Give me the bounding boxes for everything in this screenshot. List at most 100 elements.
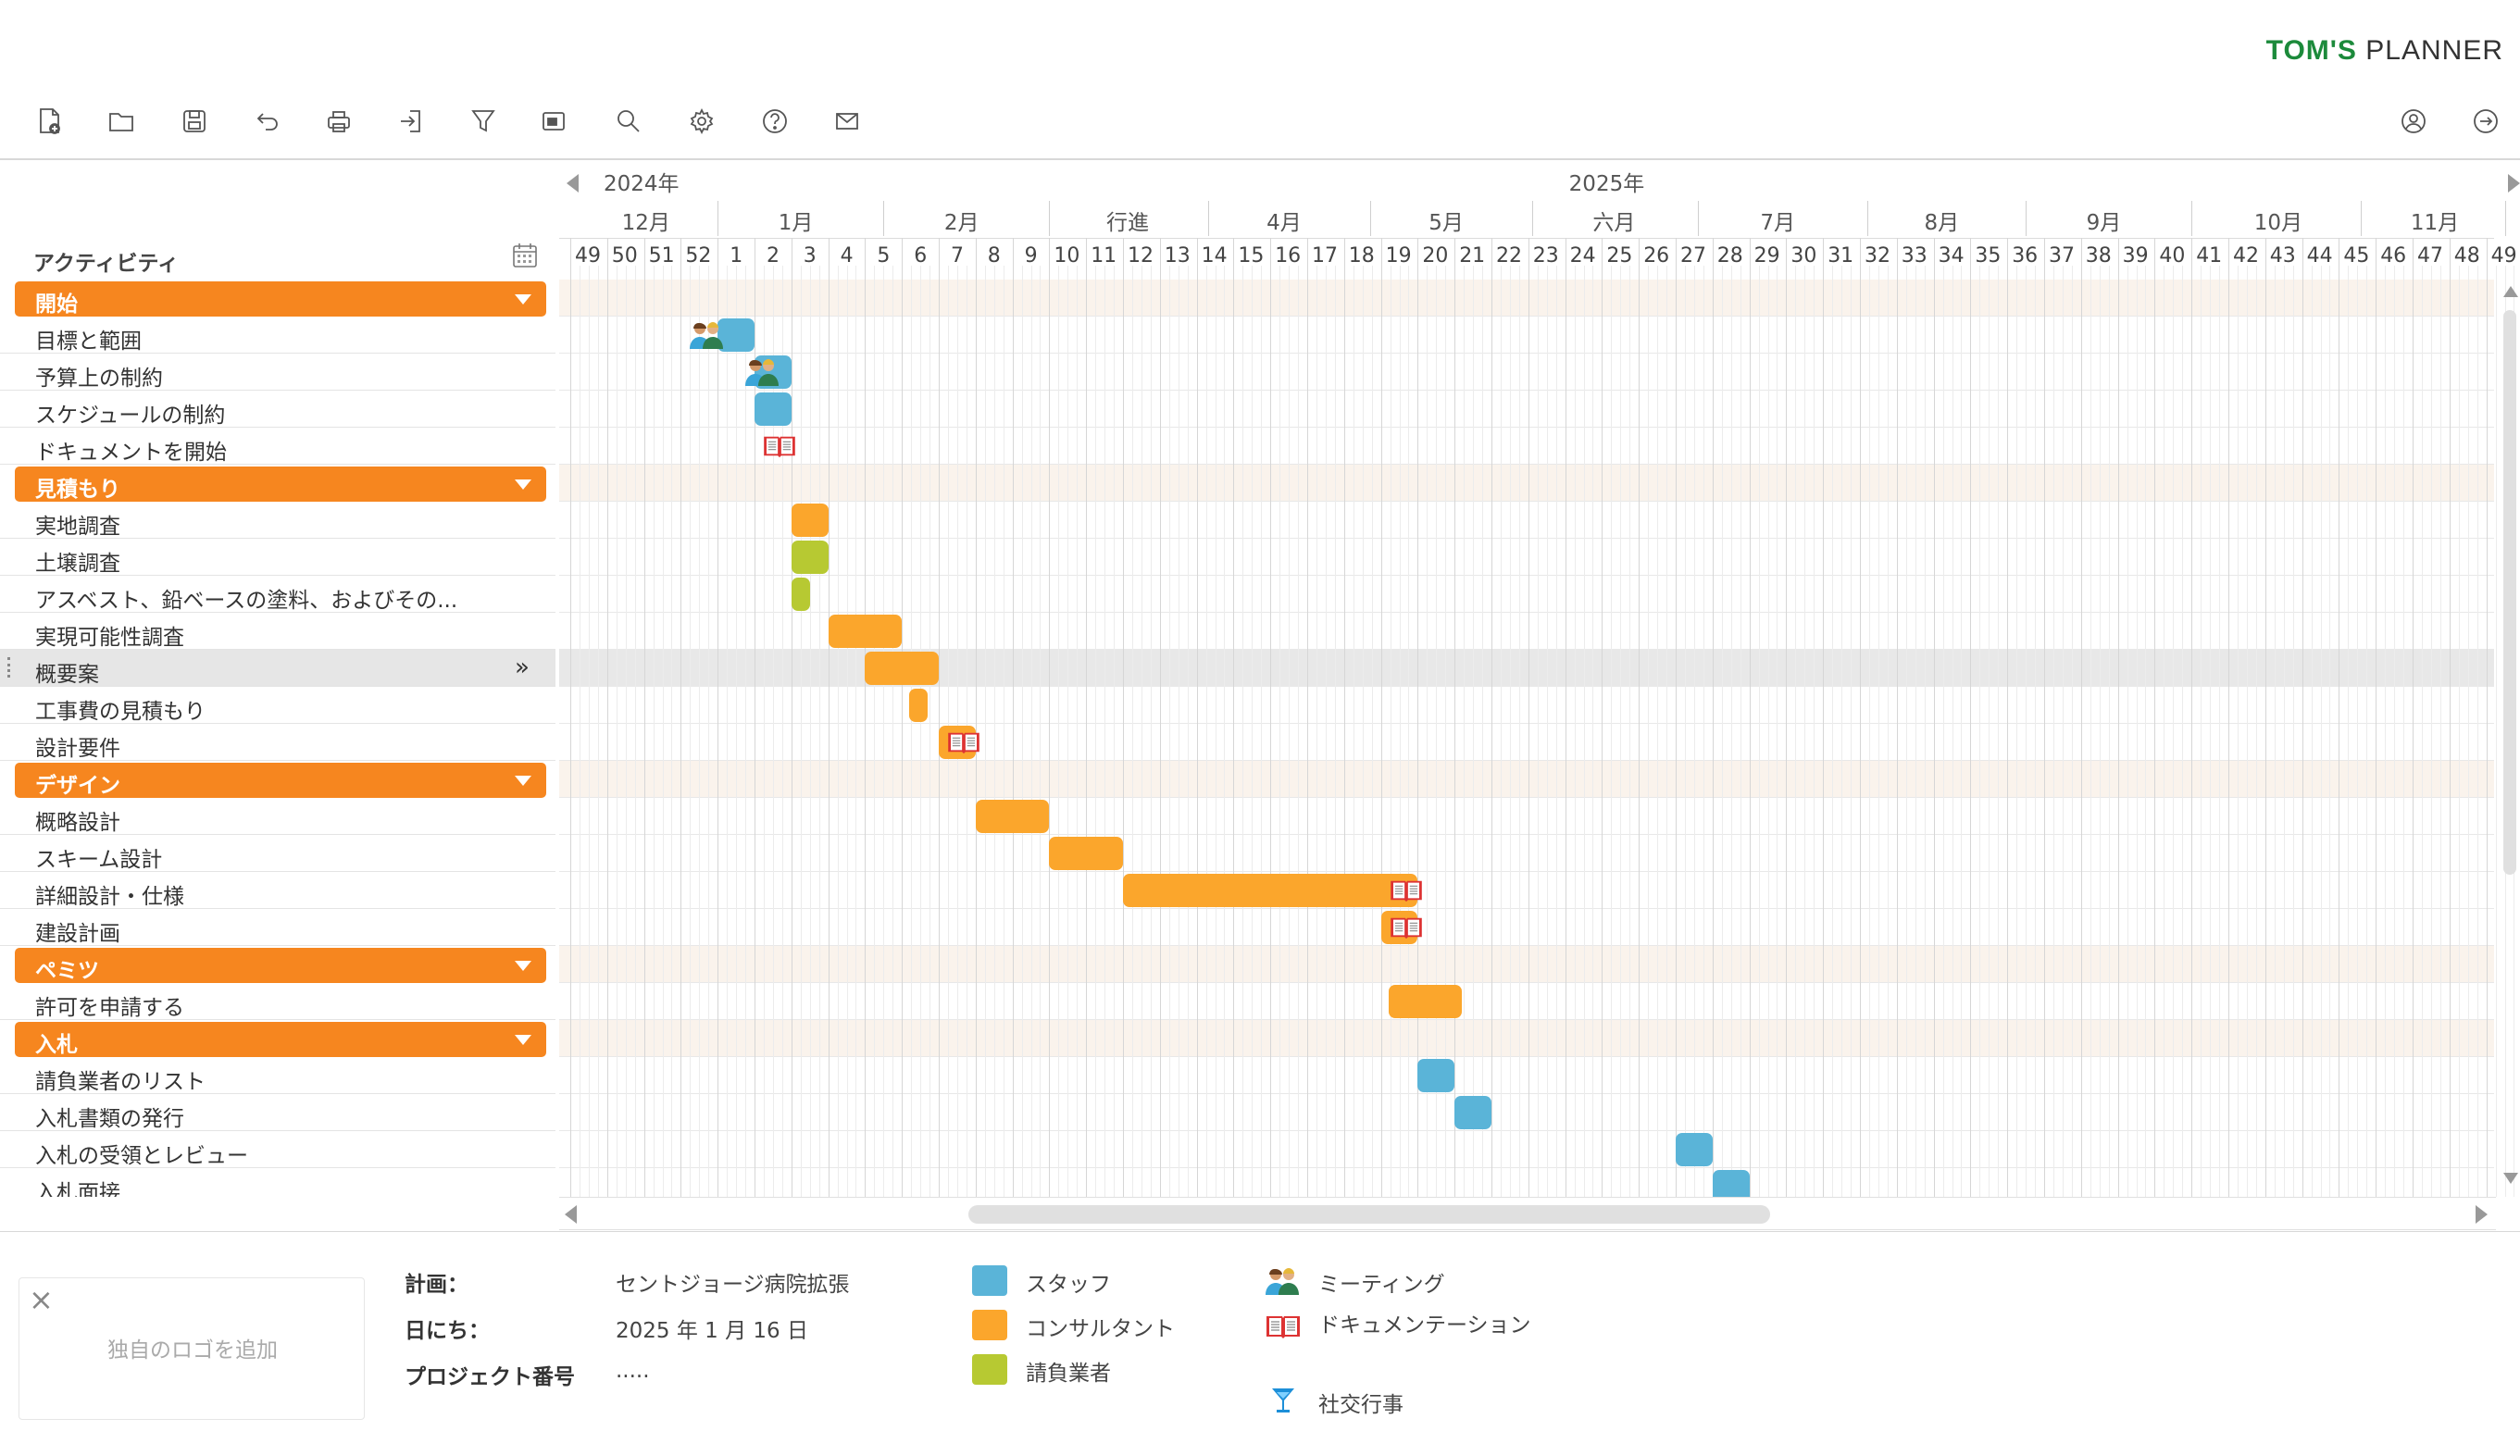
task-row[interactable]: 目標と範囲 — [0, 317, 555, 354]
gantt-row[interactable] — [559, 391, 2494, 428]
scroll-right-arrow[interactable] — [2476, 1205, 2488, 1224]
task-row[interactable]: 土壌調査 — [0, 539, 555, 576]
task-row[interactable]: 実地調査 — [0, 502, 555, 539]
documentation-icon[interactable] — [762, 433, 799, 465]
gantt-row[interactable] — [559, 354, 2494, 391]
gantt-row[interactable] — [559, 687, 2494, 724]
task-row[interactable]: 請負業者のリスト — [0, 1057, 555, 1094]
task-bar-staff[interactable] — [755, 392, 792, 426]
task-row[interactable]: 設計要件 — [0, 724, 555, 761]
gantt-row[interactable] — [559, 465, 2494, 502]
date-value[interactable]: 2025 年 1 月 16 日 — [616, 1319, 808, 1343]
gantt-row[interactable] — [559, 280, 2494, 317]
mail-icon[interactable] — [830, 104, 865, 139]
task-bar-consultant[interactable] — [1123, 874, 1418, 907]
user-account-icon[interactable] — [2396, 104, 2431, 139]
vertical-scrollbar[interactable] — [2500, 282, 2520, 1194]
task-bar-consultant[interactable] — [865, 652, 939, 685]
task-bar-consultant[interactable] — [1388, 985, 1463, 1018]
expand-details-icon[interactable]: » — [515, 653, 530, 681]
gantt-row[interactable] — [559, 1168, 2494, 1197]
logout-icon[interactable] — [2468, 104, 2503, 139]
gantt-row[interactable] — [559, 1094, 2494, 1131]
gantt-row[interactable] — [559, 835, 2494, 872]
collapse-chevron-icon[interactable] — [515, 479, 531, 490]
gantt-row[interactable] — [559, 1020, 2494, 1057]
scroll-timeline-right-arrow[interactable] — [2508, 174, 2520, 193]
gantt-row[interactable] — [559, 317, 2494, 354]
task-bar-consultant[interactable] — [791, 504, 829, 537]
horizontal-scrollbar[interactable] — [559, 1197, 2496, 1230]
gantt-row[interactable] — [559, 724, 2494, 761]
gantt-row[interactable] — [559, 983, 2494, 1020]
task-row[interactable]: 入札の受領とレビュー — [0, 1131, 555, 1168]
documentation-icon[interactable] — [1389, 915, 1426, 946]
settings-icon[interactable] — [684, 104, 719, 139]
task-row[interactable]: 概要案 » — [0, 650, 555, 687]
task-row[interactable]: 予算上の制約 — [0, 354, 555, 391]
save-icon[interactable] — [177, 104, 212, 139]
task-row[interactable]: 実現可能性調査 — [0, 613, 555, 650]
gantt-row[interactable] — [559, 539, 2494, 576]
group-header-pill[interactable] — [15, 763, 546, 798]
task-bar-contractor[interactable] — [791, 578, 810, 611]
task-row[interactable]: 建設計画 — [0, 909, 555, 946]
gantt-row[interactable] — [559, 576, 2494, 613]
task-bar-consultant[interactable] — [1049, 837, 1123, 870]
new-plan-icon[interactable] — [31, 104, 67, 139]
scroll-timeline-left-arrow[interactable] — [567, 174, 579, 193]
task-row[interactable]: スケジュールの制約 — [0, 391, 555, 428]
vertical-scroll-thumb[interactable] — [2503, 310, 2516, 875]
custom-logo-box[interactable]: × 独自のロゴを追加 — [19, 1277, 365, 1420]
scroll-up-arrow[interactable] — [2503, 286, 2518, 297]
group-row[interactable]: 入札 — [0, 1020, 555, 1057]
gantt-row[interactable] — [559, 1057, 2494, 1094]
scroll-down-arrow[interactable] — [2503, 1173, 2518, 1184]
gantt-row[interactable] — [559, 909, 2494, 946]
task-row[interactable]: 許可を申請する — [0, 983, 555, 1020]
filter-icon[interactable] — [466, 104, 501, 139]
group-row[interactable]: 開始 — [0, 280, 555, 317]
task-bar-staff[interactable] — [1676, 1133, 1713, 1166]
task-bar-consultant[interactable] — [828, 615, 903, 648]
gantt-row[interactable] — [559, 798, 2494, 835]
task-row[interactable]: 概略設計 — [0, 798, 555, 835]
print-icon[interactable] — [321, 104, 356, 139]
collapse-chevron-icon[interactable] — [515, 1035, 531, 1045]
gantt-row[interactable] — [559, 428, 2494, 465]
gantt-row[interactable] — [559, 502, 2494, 539]
documentation-icon[interactable] — [946, 729, 983, 761]
task-bar-staff[interactable] — [717, 318, 755, 352]
import-icon[interactable] — [393, 104, 429, 139]
undo-icon[interactable] — [249, 104, 284, 139]
collapse-chevron-icon[interactable] — [515, 294, 531, 305]
task-bar-staff[interactable] — [1712, 1170, 1750, 1197]
gantt-row[interactable] — [559, 946, 2494, 983]
group-row[interactable]: ペミツ — [0, 946, 555, 983]
gantt-row[interactable] — [559, 613, 2494, 650]
task-row[interactable]: 入札書類の発行 — [0, 1094, 555, 1131]
help-icon[interactable] — [757, 104, 792, 139]
group-header-pill[interactable] — [15, 1022, 546, 1057]
search-icon[interactable] — [611, 104, 646, 139]
plan-value[interactable]: セントジョージ病院拡張 — [616, 1273, 850, 1297]
project-number-value[interactable]: ..... — [616, 1359, 650, 1383]
task-row[interactable]: アスベスト、鉛ベースの塗料、およびその... — [0, 576, 555, 613]
open-folder-icon[interactable] — [104, 104, 139, 139]
group-row[interactable]: デザイン — [0, 761, 555, 798]
task-row[interactable]: ドキュメントを開始 — [0, 428, 555, 465]
meeting-icon[interactable] — [743, 356, 780, 388]
gantt-row[interactable] — [559, 1131, 2494, 1168]
group-row[interactable]: 見積もり — [0, 465, 555, 502]
collapse-chevron-icon[interactable] — [515, 776, 531, 786]
task-bar-contractor[interactable] — [791, 541, 829, 574]
collapse-chevron-icon[interactable] — [515, 961, 531, 971]
horizontal-scroll-thumb[interactable] — [968, 1205, 1770, 1224]
task-row[interactable]: 工事費の見積もり — [0, 687, 555, 724]
task-row[interactable]: 詳細設計・仕様 — [0, 872, 555, 909]
group-header-pill[interactable] — [15, 948, 546, 983]
gantt-row[interactable] — [559, 872, 2494, 909]
task-bar-staff[interactable] — [1417, 1059, 1455, 1092]
group-header-pill[interactable] — [15, 467, 546, 502]
gantt-row[interactable] — [559, 761, 2494, 798]
